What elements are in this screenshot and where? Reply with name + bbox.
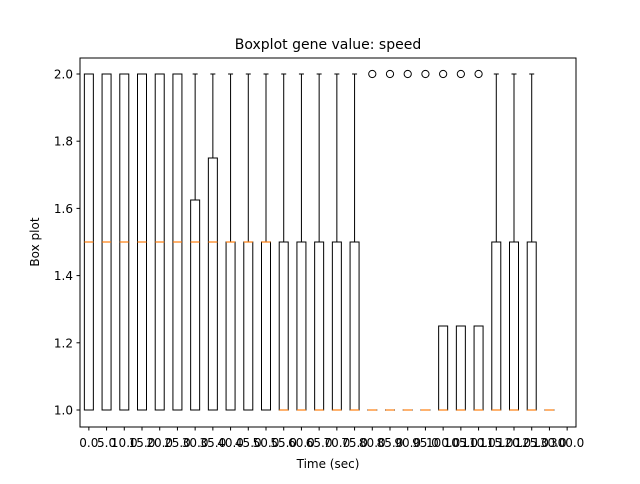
y-tick-label: 1.0	[54, 404, 73, 418]
x-axis-label: Time (sec)	[296, 457, 360, 471]
y-axis-label: Box plot	[28, 217, 42, 266]
y-tick-label: 1.4	[54, 269, 73, 283]
chart-title: Boxplot gene value: speed	[235, 37, 421, 53]
x-tick-label: 300.0	[550, 436, 584, 450]
y-tick-label: 1.2	[54, 336, 73, 350]
y-tick-label: 1.6	[54, 202, 73, 216]
y-tick-label: 1.8	[54, 135, 73, 149]
y-tick-label: 2.0	[54, 68, 73, 82]
x-tick-label: 0.0	[79, 436, 98, 450]
